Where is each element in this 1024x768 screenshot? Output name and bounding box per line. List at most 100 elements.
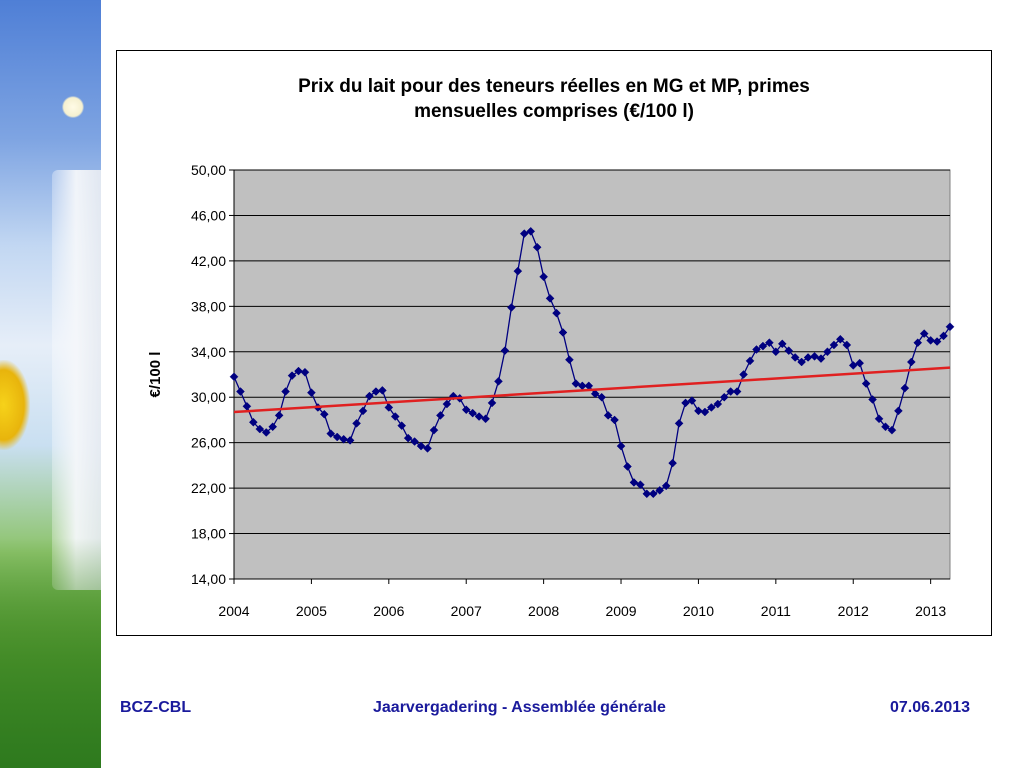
- data-point: [887, 425, 897, 435]
- y-tick-label: 22,00: [191, 480, 226, 496]
- data-point: [429, 425, 439, 435]
- x-axis-ticks: 2004 2005 2006 2007 2008 2009 2010 2011 2012 2013: [218, 579, 946, 619]
- footer-organization: BCZ-CBL: [120, 699, 192, 716]
- data-point: [726, 387, 736, 396]
- y-axis-ticks: 50,00 46,00 42,00 38,00 34,00 30,00 26,00 22,00…: [191, 162, 234, 587]
- data-point: [339, 434, 349, 444]
- data-point: [848, 361, 858, 370]
- data-point: [494, 376, 503, 386]
- y-tick-label: 42,00: [191, 253, 226, 269]
- data-point: [236, 387, 245, 396]
- data-point: [855, 358, 865, 368]
- data-point: [281, 387, 290, 396]
- data-point: [777, 339, 787, 349]
- data-point: [326, 429, 336, 438]
- data-point: [661, 481, 671, 491]
- data-point: [939, 331, 948, 341]
- data-point: [610, 415, 619, 425]
- data-point: [571, 379, 581, 388]
- data-point: [700, 407, 710, 417]
- data-point: [294, 366, 303, 376]
- x-tick-label: 2006: [373, 603, 404, 619]
- data-point: [384, 403, 394, 412]
- data-point: [345, 436, 355, 445]
- data-point: [416, 441, 426, 451]
- data-point: [629, 478, 639, 487]
- data-point: [623, 462, 632, 471]
- data-point: [945, 322, 955, 332]
- data-point: [397, 421, 407, 430]
- data-point: [519, 229, 529, 238]
- data-point: [403, 433, 413, 443]
- data-point: [597, 392, 607, 402]
- data-point: [365, 391, 374, 401]
- data-point: [823, 347, 832, 357]
- data-point: [706, 403, 716, 412]
- data-point: [261, 428, 271, 437]
- data-point: [771, 347, 781, 357]
- data-point: [526, 226, 536, 236]
- data-point: [319, 409, 329, 419]
- data-point: [765, 338, 774, 348]
- data-point: [810, 351, 819, 361]
- y-tick-label: 46,00: [191, 207, 226, 223]
- data-point: [500, 346, 510, 355]
- y-tick-label: 30,00: [191, 389, 226, 405]
- data-point: [532, 242, 542, 252]
- data-point: [436, 411, 445, 420]
- data-point: [648, 489, 658, 499]
- data-point: [861, 379, 871, 388]
- data-point: [390, 412, 400, 421]
- data-point: [565, 355, 574, 365]
- data-point: [287, 371, 297, 380]
- data-point: [719, 392, 729, 402]
- y-axis-label: €/100 l: [147, 352, 164, 398]
- data-point: [423, 443, 432, 453]
- data-point: [881, 422, 890, 432]
- x-tick-label: 2013: [915, 603, 946, 619]
- x-tick-label: 2008: [528, 603, 559, 619]
- data-point: [332, 432, 342, 442]
- data-point: [545, 294, 555, 303]
- y-tick-label: 18,00: [191, 526, 226, 542]
- data-point: [558, 328, 568, 337]
- chart-title-line-1: Prix du lait pour des teneurs réelles en…: [298, 76, 810, 97]
- data-point: [900, 383, 910, 393]
- data-point: [687, 396, 697, 405]
- x-tick-label: 2005: [296, 603, 327, 619]
- data-point: [378, 386, 387, 395]
- x-tick-label: 2007: [451, 603, 482, 619]
- y-tick-label: 50,00: [191, 162, 226, 178]
- data-point: [739, 370, 748, 379]
- data-point: [674, 418, 684, 428]
- data-point: [229, 372, 239, 382]
- trendline: [233, 366, 951, 414]
- data-point: [732, 387, 742, 396]
- data-point: [507, 303, 516, 312]
- data-point: [513, 266, 523, 276]
- data-point: [358, 406, 368, 416]
- x-tick-label: 2004: [218, 603, 249, 619]
- x-tick-label: 2011: [761, 603, 791, 619]
- data-point: [300, 367, 310, 377]
- x-tick-label: 2012: [838, 603, 869, 619]
- footer-event: Jaarvergadering - Assemblée générale: [373, 699, 666, 716]
- data-point: [461, 405, 471, 415]
- data-point: [835, 334, 845, 344]
- data-point: [752, 345, 761, 354]
- data-point: [784, 346, 794, 355]
- y-tick-label: 34,00: [191, 344, 226, 360]
- data-point: [932, 337, 942, 346]
- chart-title: Prix du lait pour des teneurs réelles en…: [116, 74, 992, 124]
- data-point: [539, 272, 548, 282]
- grass-illustration: [0, 538, 101, 768]
- data-point: [919, 329, 929, 338]
- footer-date: 07.06.2013: [890, 699, 971, 716]
- data-point: [552, 308, 561, 318]
- data-point: [410, 437, 419, 446]
- data-point: [913, 338, 923, 348]
- x-tick-label: 2009: [605, 603, 636, 619]
- chart-title-line-2: mensuelles comprises (€/100 l): [414, 101, 694, 122]
- data-point: [248, 417, 258, 427]
- series-layer: [229, 226, 955, 499]
